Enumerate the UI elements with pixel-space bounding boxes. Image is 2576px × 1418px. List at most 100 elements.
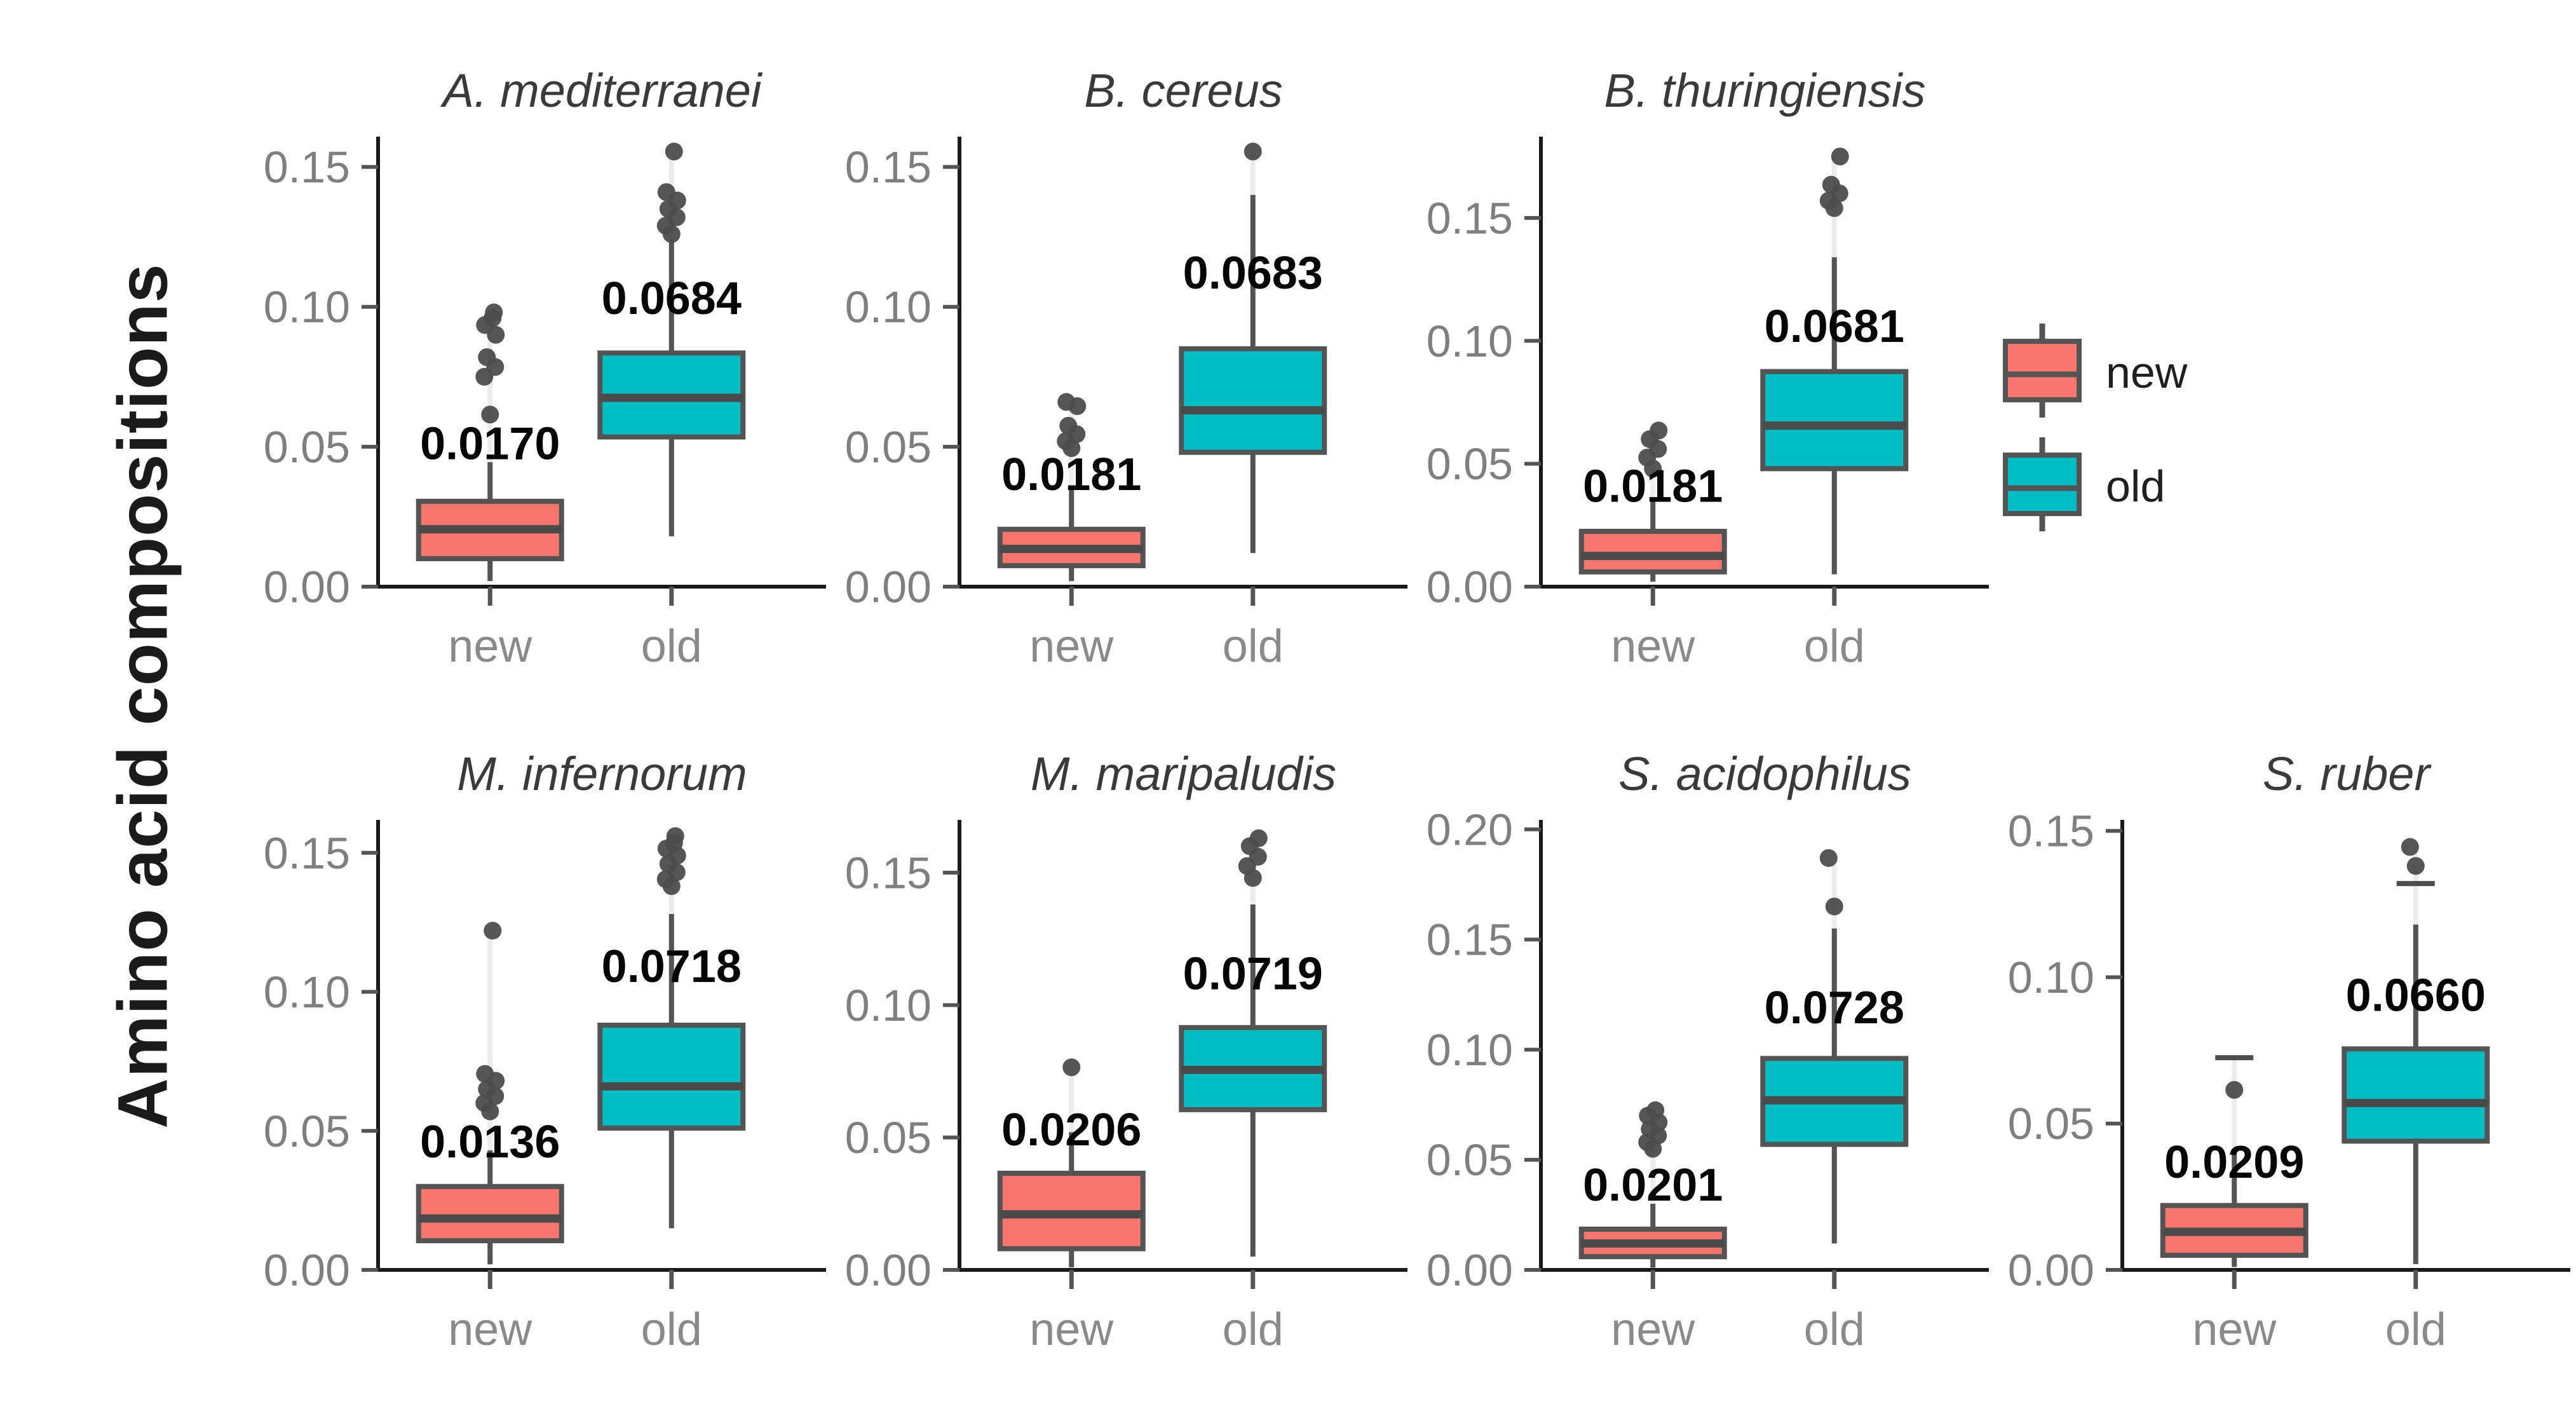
boxplot-new [1578,1101,1727,1268]
x-category-label: new [1029,621,1114,672]
y-tick-label: 0.15 [845,849,932,898]
x-category-label: old [641,621,702,672]
outlier-points [1638,421,1668,478]
panel-title: A. mediterranei [440,64,763,117]
y-tick-label: 0.05 [1427,1135,1513,1185]
y-tick-label: 0.10 [845,282,932,332]
boxplot-new [997,1058,1146,1267]
y-tick-label: 0.00 [1427,562,1513,612]
boxplot-old [1760,849,1909,1244]
outlier-points [656,142,686,243]
x-category-label: old [1223,621,1284,672]
outlier-points [1238,829,1268,887]
x-category-label: new [2192,1304,2277,1355]
y-tick-label: 0.15 [264,828,350,878]
x-category-label: new [1029,1304,1114,1355]
mean-value-label: 0.0719 [1183,948,1323,999]
mean-value-label: 0.0181 [1583,461,1723,512]
y-tick-label: 0.20 [1427,805,1513,854]
legend: new old [2000,322,2576,536]
panel-s-acidophilus: S. acidophilus 0.00 0.05 0.10 0.15 0.20 new old… [1414,709,1995,1392]
x-category-label: old [1804,621,1865,672]
panel-svg-m-maripaludis: M. maripaludis 0.00 0.05 0.10 0.15 new old 0.02… [845,747,1407,1355]
y-tick-label: 0.00 [264,562,350,612]
y-tick-label: 0.15 [1427,193,1513,243]
outlier-points [1819,849,1843,916]
panel-title: B. cereus [1084,64,1283,117]
y-tick-label: 0.00 [1427,1246,1513,1295]
y-tick-label: 0.10 [264,282,350,332]
axis-group: 0.00 0.05 0.10 0.15 new old [2008,807,2570,1355]
panel-title: M. infernorum [457,747,747,800]
panel-s-ruber: S. ruber 0.00 0.05 0.10 0.15 new old 0.0209 0.06… [1995,709,2576,1392]
mean-value-label: 0.0660 [2346,970,2486,1021]
boxplot-old [597,142,746,536]
mean-value-label: 0.0718 [602,941,742,992]
panel-svg-s-ruber: S. ruber 0.00 0.05 0.10 0.15 new old 0.0209 0.06… [2008,747,2570,1355]
y-tick-label: 0.15 [2008,807,2094,856]
panel-svg-s-acidophilus: S. acidophilus 0.00 0.05 0.10 0.15 0.20 new old… [1427,747,1989,1355]
mean-value-label: 0.0683 [1183,248,1323,299]
legend-key-svg [2003,437,2082,531]
outlier-points [1244,142,1262,161]
legend-item-new: new [2000,322,2576,422]
panel-m-infernorum: M. infernorum 0.00 0.05 0.10 0.15 new old 0.013… [251,709,832,1392]
outlier-points [2396,838,2435,887]
axis-group: 0.00 0.05 0.10 0.15 0.20 new old [1427,805,1989,1355]
panel-svg-m-infernorum: M. infernorum 0.00 0.05 0.10 0.15 new old 0.013… [264,747,826,1355]
panel-b-cereus: B. cereus 0.00 0.05 0.10 0.15 new old 0.0181 0.0… [832,25,1414,709]
boxplot-new [416,303,564,582]
y-tick-label: 0.15 [845,142,932,192]
y-tick-label: 0.05 [1427,439,1513,489]
y-tick-label: 0.05 [2008,1099,2094,1149]
y-tick-label: 0.10 [1427,317,1513,366]
x-category-label: old [1223,1304,1284,1355]
y-tick-label: 0.10 [845,981,932,1030]
panel-a-mediterranei: A. mediterranei 0.00 0.05 0.10 0.15 new old 0.0… [251,25,832,709]
mean-value-label: 0.0170 [420,419,560,470]
axis-group: 0.00 0.05 0.10 0.15 new old [264,137,826,672]
outlier-points [1062,1058,1081,1077]
axis-group: 0.00 0.05 0.10 0.15 new old [845,137,1407,672]
outlier-points [656,827,686,896]
mean-value-label: 0.0181 [1001,449,1141,500]
outlier-points [1057,393,1087,458]
x-category-label: new [1611,621,1695,672]
panel-b-thuringiensis: B. thuringiensis 0.00 0.05 0.10 0.15 new old 0.… [1414,25,1995,709]
boxplot-key-old-icon [2000,436,2084,536]
panel-grid: A. mediterranei 0.00 0.05 0.10 0.15 new old 0.0… [251,25,2576,1392]
boxplot-old [597,827,746,1229]
y-tick-label: 0.05 [845,422,932,472]
y-tick-label: 0.10 [2008,953,2094,1002]
outlier-points [475,922,505,1121]
y-tick-label: 0.15 [1427,915,1513,965]
outlier-points [1819,147,1849,217]
boxplot-key-new-icon [2000,322,2084,422]
boxplot-old [1760,147,1909,575]
y-tick-label: 0.05 [845,1113,932,1162]
panel-m-maripaludis: M. maripaludis 0.00 0.05 0.10 0.15 new old 0.02… [832,709,1414,1392]
x-category-label: new [1611,1304,1695,1355]
mean-value-label: 0.0136 [420,1117,560,1168]
mean-value-label: 0.0728 [1765,983,1904,1033]
y-tick-label: 0.05 [264,1107,350,1156]
panel-title: S. ruber [2263,747,2432,800]
y-tick-label: 0.15 [264,142,350,192]
boxplot-new [2160,1055,2308,1267]
boxplot-new [416,922,564,1265]
x-category-label: new [448,621,532,672]
panel-title: S. acidophilus [1618,747,1911,800]
mean-value-label: 0.0206 [1001,1105,1141,1156]
x-category-label: old [641,1304,702,1355]
outlier-points [475,303,505,424]
axis-group: 0.00 0.05 0.10 0.15 new old [845,820,1407,1355]
boxplot-old [1179,829,1327,1257]
boxplot-old [2342,838,2490,1264]
legend-cell: new old [1995,25,2576,709]
y-tick-label: 0.00 [845,562,932,612]
mean-value-label: 0.0681 [1765,301,1904,352]
legend-label-new: new [2106,347,2188,397]
